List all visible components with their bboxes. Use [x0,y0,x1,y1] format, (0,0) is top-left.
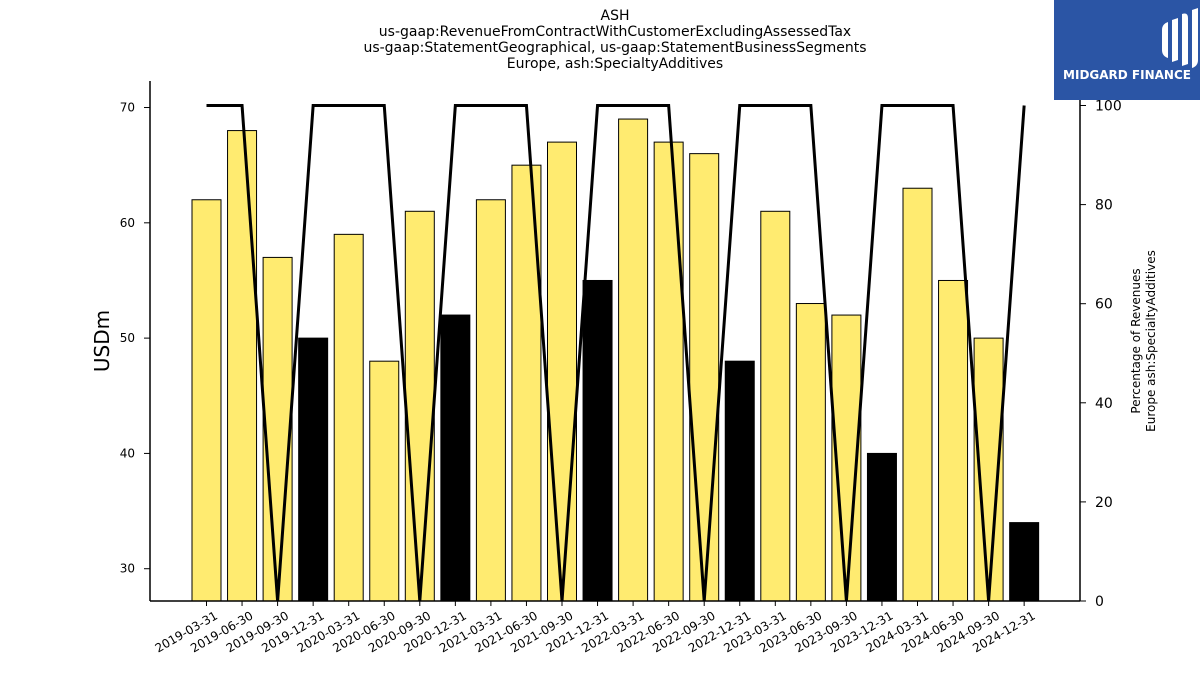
title-line-3: us-gaap:StatementGeographical, us-gaap:S… [363,40,866,56]
y-tick-label-60: 60 [120,216,135,230]
x-axis-ticks: 2019-03-312019-06-302019-09-302019-12-31… [153,601,1038,655]
y-tick-label-70: 70 [120,101,135,115]
bar-2022-12-31 [724,360,755,602]
logo-text: MIDGARD FINANCE [1063,68,1191,82]
y2-tick-label-80: 80 [1095,198,1113,214]
y2-axis-ticks: 0 20 40 60 80 100 [1080,99,1122,610]
y2-axis-label-line1: Percentage of Revenues [1129,268,1143,413]
y-tick-label-30: 30 [120,562,135,576]
bar-2023-12-31 [866,452,897,602]
y-axis-ticks: 30 40 50 60 70 [120,101,150,576]
chart-title: ASH us-gaap:RevenueFromContractWithCusto… [363,8,866,72]
bar-2021-12-31 [582,279,613,602]
y2-tick-label-40: 40 [1095,396,1113,412]
bar-2022-09-30 [689,153,720,602]
bar-2024-03-31 [902,187,933,602]
bar-2020-12-31 [440,314,471,602]
bar-2020-03-31 [333,233,364,602]
bar-2022-03-31 [618,118,649,602]
y-axis-label: USDm [90,310,114,372]
bar-2020-06-30 [369,360,400,602]
percentage-line [206,104,1026,602]
bar-2024-06-30 [938,279,969,602]
bar-2023-03-31 [760,210,791,602]
bar-series [191,118,1040,602]
y2-tick-label-100: 100 [1095,99,1122,115]
bar-2023-06-30 [795,303,826,602]
bar-2021-03-31 [475,199,506,602]
bar-2024-12-31 [1009,522,1040,602]
axes [149,81,1081,602]
title-line-1: ASH [601,8,630,24]
midgard-finance-logo: MIDGARD FINANCE [1054,0,1200,100]
y2-axis-label-line2: Europe ash:SpecialtyAdditives [1144,250,1158,432]
logo-mark-icon [1162,8,1198,68]
y-tick-label-50: 50 [120,331,135,345]
bar-2019-03-31 [191,199,222,602]
bar-2019-12-31 [298,337,329,602]
y2-tick-label-60: 60 [1095,297,1113,313]
bar-2020-09-30 [404,210,435,602]
bar-2019-09-30 [262,256,293,602]
bar-2019-06-30 [227,130,258,602]
bar-2022-06-30 [653,141,684,602]
title-line-4: Europe, ash:SpecialtyAdditives [507,56,723,72]
percentage-line-series [206,104,1026,602]
y2-tick-label-20: 20 [1095,495,1113,511]
y-tick-label-40: 40 [120,446,135,460]
bar-2021-09-30 [547,141,577,602]
title-line-2: us-gaap:RevenueFromContractWithCustomerE… [379,24,851,40]
y2-tick-label-0: 0 [1095,594,1104,610]
